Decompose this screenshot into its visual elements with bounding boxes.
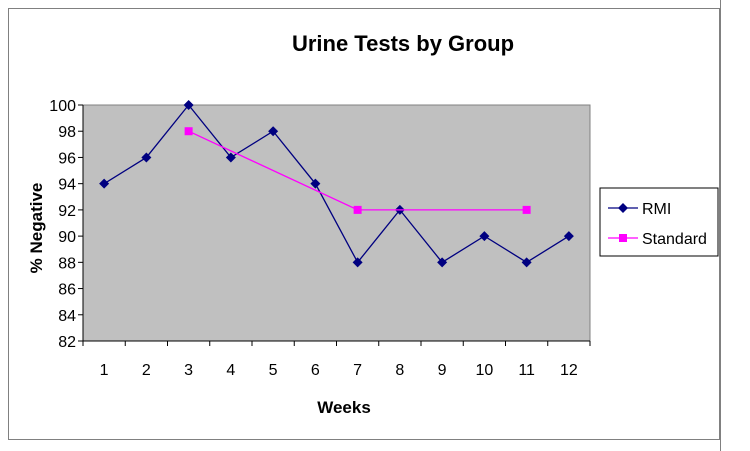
y-tick-label: 94 bbox=[58, 177, 76, 194]
legend-label-standard: Standard bbox=[642, 231, 707, 248]
x-axis-title: Weeks bbox=[317, 398, 371, 417]
x-tick-label: 3 bbox=[184, 362, 193, 379]
y-tick-label: 96 bbox=[58, 150, 76, 167]
data-point-rmi bbox=[183, 100, 194, 110]
window-edge bbox=[720, 0, 750, 451]
data-point-rmi bbox=[268, 126, 279, 137]
data-point-standard bbox=[522, 205, 531, 214]
y-axis-title: % Negative bbox=[27, 183, 46, 274]
y-tick-label: 84 bbox=[58, 308, 76, 325]
data-point-standard bbox=[184, 127, 193, 136]
x-tick-label: 2 bbox=[142, 362, 151, 379]
data-point-standard bbox=[353, 205, 362, 214]
x-tick-label: 9 bbox=[438, 362, 447, 379]
legend-box bbox=[599, 187, 719, 257]
data-point-rmi bbox=[310, 178, 321, 189]
x-tick-label: 12 bbox=[560, 362, 578, 379]
y-tick-label: 92 bbox=[58, 203, 76, 220]
x-tick-label: 1 bbox=[100, 362, 109, 379]
data-point-rmi bbox=[141, 152, 152, 163]
x-tick-label: 4 bbox=[226, 362, 235, 379]
data-point-rmi bbox=[352, 257, 363, 268]
y-tick-label: 82 bbox=[58, 334, 76, 351]
data-point-rmi bbox=[479, 231, 490, 242]
x-tick-label: 6 bbox=[311, 362, 320, 379]
y-tick-label: 98 bbox=[58, 124, 76, 141]
legend-marker-rmi bbox=[618, 203, 628, 213]
data-point-rmi bbox=[99, 178, 110, 189]
y-tick-label: 90 bbox=[58, 229, 76, 246]
legend-marker-standard bbox=[619, 234, 627, 242]
y-tick-label: 100 bbox=[49, 98, 76, 115]
x-tick-label: 7 bbox=[353, 362, 362, 379]
chart-title: Urine Tests by Group bbox=[292, 31, 514, 56]
x-tick-label: 8 bbox=[395, 362, 404, 379]
data-point-rmi bbox=[521, 257, 532, 268]
y-tick-label: 86 bbox=[58, 282, 76, 299]
x-tick-label: 5 bbox=[269, 362, 278, 379]
legend-label-rmi: RMI bbox=[642, 201, 671, 218]
series-line-rmi bbox=[103, 103, 570, 264]
legend: RMI Standard bbox=[599, 187, 719, 257]
data-point-rmi bbox=[437, 257, 448, 268]
data-point-rmi bbox=[225, 152, 236, 163]
data-point-rmi bbox=[563, 231, 574, 242]
y-tick-label: 88 bbox=[58, 255, 76, 272]
x-tick-label: 10 bbox=[475, 362, 493, 379]
x-tick-label: 11 bbox=[518, 362, 535, 379]
